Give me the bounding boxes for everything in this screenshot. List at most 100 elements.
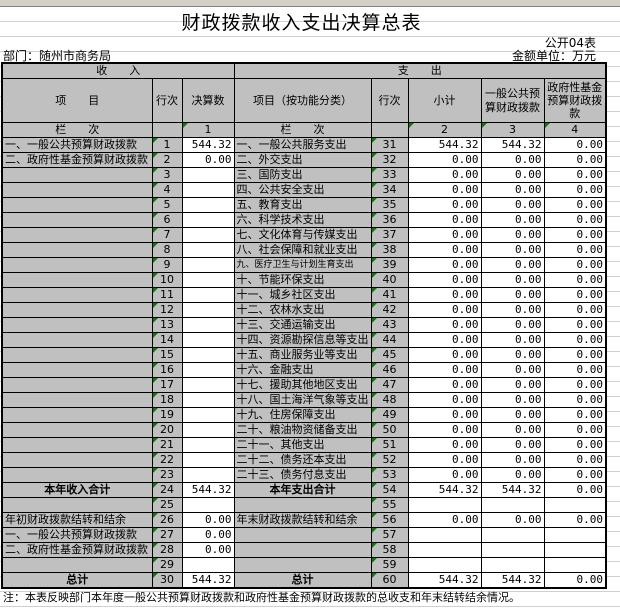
expense-general-budget[interactable]: [480, 497, 545, 513]
income-item[interactable]: [1, 317, 153, 333]
expense-general-budget[interactable]: 0.00: [480, 392, 545, 408]
expense-gov-fund[interactable]: 0.00: [543, 182, 607, 198]
expense-gov-fund[interactable]: 0.00: [543, 137, 607, 153]
expense-general-budget[interactable]: 0.00: [480, 287, 545, 303]
expense-subtotal[interactable]: 0.00: [407, 287, 482, 303]
expense-general-budget[interactable]: 0.00: [480, 167, 545, 183]
expense-item[interactable]: 二十二、债务还本支出: [233, 452, 372, 468]
income-row-no[interactable]: 30: [151, 572, 183, 589]
expense-item[interactable]: 十、节能环保支出: [233, 272, 372, 288]
expense-gov-fund[interactable]: 0.00: [543, 572, 607, 589]
expense-row-no[interactable]: 45: [370, 347, 409, 363]
expense-subtotal[interactable]: 0.00: [407, 242, 482, 258]
expense-row-no[interactable]: 37: [370, 227, 409, 243]
income-item[interactable]: 年初财政拨款结转和结余: [1, 512, 153, 528]
income-amount[interactable]: [181, 497, 235, 513]
expense-subtotal[interactable]: 0.00: [407, 272, 482, 288]
expense-row-no[interactable]: 57: [370, 527, 409, 543]
expense-item[interactable]: 四、公共安全支出: [233, 182, 372, 198]
expense-gov-fund[interactable]: 0.00: [543, 377, 607, 393]
expense-subtotal[interactable]: 0.00: [407, 422, 482, 438]
expense-row-no[interactable]: 46: [370, 362, 409, 378]
expense-row-no[interactable]: 31: [370, 137, 409, 153]
expense-item[interactable]: 七、文化体育与传媒支出: [233, 227, 372, 243]
expense-general-budget[interactable]: 0.00: [480, 242, 545, 258]
expense-item[interactable]: 十七、援助其他地区支出: [233, 377, 372, 393]
expense-gov-fund[interactable]: 0.00: [543, 242, 607, 258]
expense-general-budget[interactable]: 0.00: [480, 512, 545, 528]
expense-gov-fund[interactable]: [543, 557, 607, 573]
expense-gov-fund[interactable]: 0.00: [543, 152, 607, 168]
expense-general-budget[interactable]: 0.00: [480, 197, 545, 213]
expense-row-no[interactable]: 51: [370, 437, 409, 453]
expense-row-no[interactable]: 49: [370, 407, 409, 423]
income-amount[interactable]: 544.32: [181, 137, 235, 153]
income-item[interactable]: [1, 302, 153, 318]
income-row-no[interactable]: 26: [151, 512, 183, 528]
expense-general-budget[interactable]: 544.32: [480, 572, 545, 589]
expense-gov-fund[interactable]: 0.00: [543, 257, 607, 273]
income-row-no[interactable]: 25: [151, 497, 183, 513]
income-row-no[interactable]: 28: [151, 542, 183, 558]
expense-gov-fund[interactable]: 0.00: [543, 212, 607, 228]
income-row-no[interactable]: 22: [151, 452, 183, 468]
expense-row-no[interactable]: 40: [370, 272, 409, 288]
income-amount[interactable]: [181, 227, 235, 243]
expense-subtotal[interactable]: 0.00: [407, 512, 482, 528]
expense-gov-fund[interactable]: 0.00: [543, 422, 607, 438]
expense-row-no[interactable]: 33: [370, 167, 409, 183]
income-item[interactable]: 一、一般公共预算财政拨款: [1, 137, 153, 153]
income-item[interactable]: [1, 197, 153, 213]
expense-row-no[interactable]: 43: [370, 317, 409, 333]
expense-row-no[interactable]: 42: [370, 302, 409, 318]
expense-gov-fund[interactable]: 0.00: [543, 392, 607, 408]
income-amount[interactable]: [181, 197, 235, 213]
expense-item[interactable]: [233, 557, 372, 573]
expense-subtotal[interactable]: 544.32: [407, 137, 482, 153]
expense-subtotal[interactable]: 0.00: [407, 377, 482, 393]
expense-item[interactable]: 十九、住房保障支出: [233, 407, 372, 423]
income-item[interactable]: [1, 452, 153, 468]
expense-subtotal[interactable]: [407, 542, 482, 558]
expense-subtotal[interactable]: 0.00: [407, 332, 482, 348]
expense-item[interactable]: 二十三、债务付息支出: [233, 467, 372, 483]
income-amount[interactable]: [181, 317, 235, 333]
income-item[interactable]: 二、政府性基金预算财政拨款: [1, 542, 153, 558]
expense-subtotal[interactable]: [407, 557, 482, 573]
income-row-no[interactable]: 20: [151, 422, 183, 438]
income-row-no[interactable]: 5: [151, 197, 183, 213]
income-row-no[interactable]: 29: [151, 557, 183, 573]
expense-general-budget[interactable]: 0.00: [480, 422, 545, 438]
income-row-no[interactable]: 17: [151, 377, 183, 393]
expense-row-no[interactable]: 50: [370, 422, 409, 438]
income-row-no[interactable]: 7: [151, 227, 183, 243]
expense-general-budget[interactable]: [480, 527, 545, 543]
income-row-no[interactable]: 8: [151, 242, 183, 258]
expense-general-budget[interactable]: 0.00: [480, 362, 545, 378]
expense-row-no[interactable]: 32: [370, 152, 409, 168]
expense-gov-fund[interactable]: 0.00: [543, 512, 607, 528]
expense-row-no[interactable]: 52: [370, 452, 409, 468]
expense-row-no[interactable]: 53: [370, 467, 409, 483]
income-amount[interactable]: [181, 182, 235, 198]
income-item[interactable]: [1, 497, 153, 513]
expense-item[interactable]: 十四、资源勘探信息等支出: [233, 332, 372, 348]
expense-item[interactable]: 十三、交通运输支出: [233, 317, 372, 333]
income-row-no[interactable]: 16: [151, 362, 183, 378]
income-amount[interactable]: 544.32: [181, 572, 235, 589]
expense-general-budget[interactable]: 0.00: [480, 272, 545, 288]
income-row-no[interactable]: 19: [151, 407, 183, 423]
expense-row-no[interactable]: 59: [370, 557, 409, 573]
income-row-no[interactable]: 6: [151, 212, 183, 228]
expense-gov-fund[interactable]: [543, 527, 607, 543]
expense-general-budget[interactable]: 0.00: [480, 332, 545, 348]
expense-general-budget[interactable]: 0.00: [480, 437, 545, 453]
expense-general-budget[interactable]: 0.00: [480, 257, 545, 273]
income-row-no[interactable]: 15: [151, 347, 183, 363]
expense-gov-fund[interactable]: 0.00: [543, 167, 607, 183]
expense-subtotal[interactable]: 0.00: [407, 392, 482, 408]
expense-subtotal[interactable]: 544.32: [407, 482, 482, 498]
income-amount[interactable]: [181, 272, 235, 288]
income-amount[interactable]: 0.00: [181, 527, 235, 543]
expense-subtotal[interactable]: 0.00: [407, 407, 482, 423]
